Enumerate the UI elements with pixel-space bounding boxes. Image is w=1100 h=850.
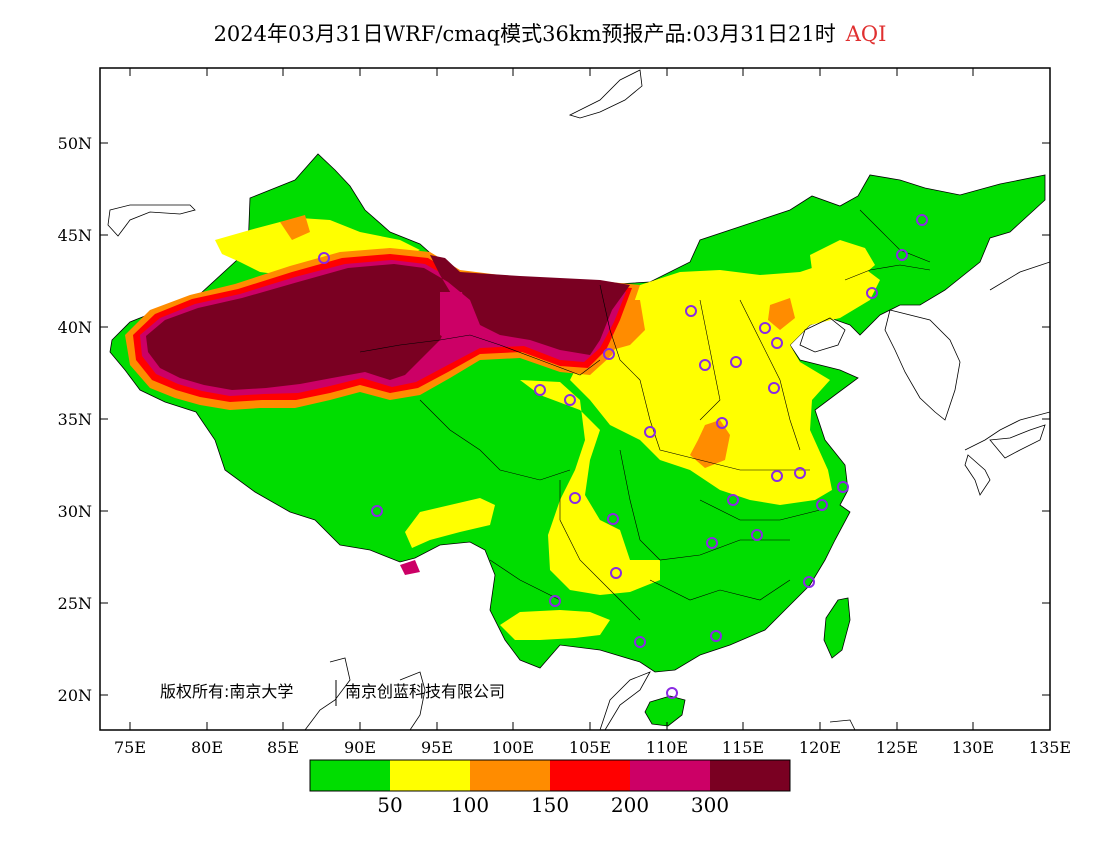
y-tick-label: 35N xyxy=(58,410,92,429)
station-marker xyxy=(816,499,828,511)
aqi-region-sensitive-henan xyxy=(690,420,730,468)
colorbar-swatch xyxy=(470,760,550,791)
y-axis xyxy=(100,142,1050,696)
y-tick-label: 20N xyxy=(58,686,92,705)
colorbar-legend: 50 100 150 200 300 xyxy=(309,759,791,817)
x-tick-label: 120E xyxy=(799,738,841,757)
y-tick-label: 40N xyxy=(58,318,92,337)
station-marker xyxy=(569,492,581,504)
x-tick-label: 125E xyxy=(876,738,918,757)
station-marker xyxy=(371,505,383,517)
station-marker xyxy=(644,426,656,438)
x-tick-label: 75E xyxy=(114,738,146,757)
colorbar-label: 300 xyxy=(691,793,729,817)
x-tick-label: 90E xyxy=(344,738,376,757)
station-marker xyxy=(534,384,546,396)
station-marker xyxy=(607,513,619,525)
colorbar-label: 50 xyxy=(377,793,402,817)
colorbar-swatch xyxy=(550,760,630,791)
map-title-main: 2024年03月31日WRF/cmaq模式36km预报产品:03月31日21时 xyxy=(213,22,836,46)
station-markers xyxy=(318,214,928,699)
station-marker xyxy=(666,687,678,699)
station-marker xyxy=(549,595,561,607)
aqi-region-moderate-south xyxy=(500,610,610,640)
y-tick-label: 45N xyxy=(58,226,92,245)
station-marker xyxy=(759,322,771,334)
station-marker xyxy=(866,287,878,299)
colorbar-swatch xyxy=(310,760,390,791)
station-marker xyxy=(716,417,728,429)
station-marker xyxy=(896,249,908,261)
x-tick-label: 135E xyxy=(1029,738,1071,757)
colorbar-label: 200 xyxy=(611,793,649,817)
aqi-region-very-unhealthy-gansu xyxy=(440,292,468,345)
colorbar-swatch xyxy=(630,760,710,791)
station-marker xyxy=(916,214,928,226)
station-marker xyxy=(771,470,783,482)
map-frame xyxy=(99,67,1051,731)
x-tick-label: 100E xyxy=(492,738,534,757)
map-content xyxy=(107,69,1050,730)
station-marker xyxy=(318,252,330,264)
y-tick-label: 25N xyxy=(58,594,92,613)
station-marker xyxy=(634,636,646,648)
station-marker xyxy=(727,494,739,506)
aqi-region-moderate-central xyxy=(520,380,660,595)
x-tick-label: 115E xyxy=(722,738,764,757)
station-marker xyxy=(751,529,763,541)
colorbar-frame xyxy=(309,759,791,792)
station-marker xyxy=(803,576,815,588)
station-marker xyxy=(610,567,622,579)
neighbor-coastlines xyxy=(107,69,1050,730)
x-tick-label: 80E xyxy=(191,738,223,757)
station-marker xyxy=(794,467,806,479)
taiwan-island xyxy=(823,597,851,659)
station-marker xyxy=(685,305,697,317)
aqi-region-moderate-east xyxy=(570,262,880,505)
aqi-region-very-unhealthy-tibet xyxy=(400,560,420,575)
station-marker xyxy=(710,630,722,642)
station-marker xyxy=(730,356,742,368)
province-boundaries xyxy=(359,209,931,621)
colorbar-swatch xyxy=(390,760,470,791)
station-marker xyxy=(771,337,783,349)
x-tick-label: 130E xyxy=(952,738,994,757)
x-tick-label: 105E xyxy=(569,738,611,757)
station-marker xyxy=(603,348,615,360)
aqi-region-sensitive-beijing xyxy=(768,298,795,330)
station-marker xyxy=(768,382,780,394)
aqi-region-hazardous xyxy=(146,255,630,390)
x-tick-label: 85E xyxy=(267,738,299,757)
y-tick-label: 30N xyxy=(58,502,92,521)
station-marker xyxy=(837,481,849,493)
station-marker xyxy=(699,359,711,371)
hainan-island xyxy=(644,695,686,727)
aqi-region-moderate-northeast xyxy=(810,240,875,280)
x-tick-label: 95E xyxy=(421,738,453,757)
x-tick-labels: 75E 80E 85E 90E 95E 100E 105E 110E 115E … xyxy=(114,738,1071,757)
aqi-region-sensitive-xinjiang xyxy=(280,215,310,240)
colorbar-label: 100 xyxy=(451,793,489,817)
x-tick-label: 110E xyxy=(646,738,688,757)
map-title-variable: AQI xyxy=(845,22,887,46)
copyright-holder: 版权所有:南京大学 xyxy=(160,682,293,701)
aqi-region-moderate-tibet xyxy=(405,498,495,548)
y-tick-labels: 50N 45N 40N 35N 30N 25N 20N xyxy=(58,134,92,705)
x-axis xyxy=(129,68,974,730)
station-marker xyxy=(706,537,718,549)
colorbar-label: 150 xyxy=(531,793,569,817)
map-title: 2024年03月31日WRF/cmaq模式36km预报产品:03月31日21时 A… xyxy=(0,18,1100,48)
colorbar-swatch xyxy=(710,760,790,791)
station-marker xyxy=(564,394,576,406)
y-tick-label: 50N xyxy=(58,134,92,153)
copyright-partner: 南京创蓝科技有限公司 xyxy=(345,682,505,701)
